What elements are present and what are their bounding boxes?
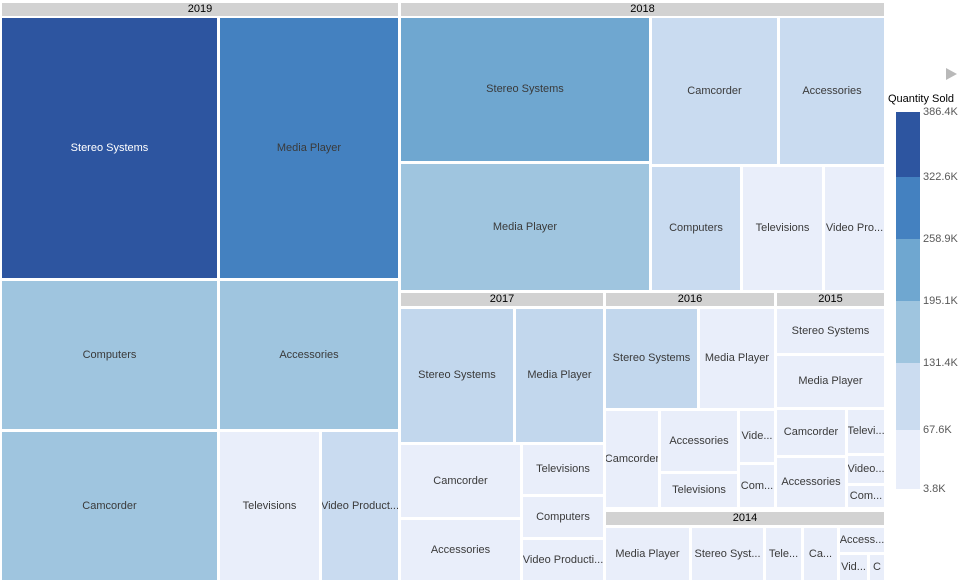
legend-title: Quantity Sold: [888, 93, 955, 105]
legend-band: [896, 112, 920, 177]
legend-tick-label: 131.4K: [923, 357, 958, 369]
treemap-tile-accessories[interactable]: Accessories: [661, 411, 737, 471]
treemap-tile-video[interactable]: Video...: [848, 456, 884, 483]
treemap-tile-computers[interactable]: Computers: [2, 281, 217, 429]
treemap-tile-televi[interactable]: Televi...: [848, 410, 884, 453]
treemap-tile-stereo-systems[interactable]: Stereo Systems: [2, 18, 217, 278]
legend-color-bar: [896, 112, 920, 489]
treemap-tile-camcorder[interactable]: Camcorder: [777, 410, 845, 455]
treemap-tile-camcorder[interactable]: Camcorder: [401, 445, 520, 517]
treemap-tile-access[interactable]: Access...: [840, 528, 884, 552]
treemap-tile-televisions[interactable]: Televisions: [523, 445, 603, 494]
legend-band: [896, 363, 920, 430]
treemap-tile-tele[interactable]: Tele...: [766, 528, 801, 580]
treemap-tile-televisions[interactable]: Televisions: [661, 474, 737, 507]
treemap-tile-vid[interactable]: Vid...: [840, 555, 867, 580]
treemap-tile-video-product[interactable]: Video Product...: [322, 432, 398, 580]
treemap-tile-media-player[interactable]: Media Player: [777, 356, 884, 407]
treemap-tile-c[interactable]: C: [870, 555, 884, 580]
treemap-tile-computers[interactable]: Computers: [652, 167, 740, 290]
treemap-tile-accessories[interactable]: Accessories: [220, 281, 398, 429]
treemap-tile-media-player[interactable]: Media Player: [401, 164, 649, 290]
treemap-tile-video-producti[interactable]: Video Producti...: [523, 540, 603, 580]
treemap-tile-stereo-systems[interactable]: Stereo Systems: [401, 309, 513, 442]
legend-tick-label: 67.6K: [923, 424, 952, 436]
legend-band: [896, 239, 920, 301]
year-header-2014[interactable]: 2014: [606, 512, 884, 525]
treemap-tile-com[interactable]: Com...: [848, 486, 884, 507]
legend-band: [896, 301, 920, 363]
treemap-tile-video-pro[interactable]: Video Pro...: [825, 167, 884, 290]
legend-tick-label: 322.6K: [923, 171, 958, 183]
legend-tick-label: 195.1K: [923, 295, 958, 307]
legend-tick-label: 258.9K: [923, 233, 958, 245]
year-header-2016[interactable]: 2016: [606, 293, 774, 306]
treemap-tile-camcorder[interactable]: Camcorder: [2, 432, 217, 580]
treemap-tile-computers[interactable]: Computers: [523, 497, 603, 537]
treemap-tile-ca[interactable]: Ca...: [804, 528, 837, 580]
year-header-2015[interactable]: 2015: [777, 293, 884, 306]
treemap-tile-stereo-systems[interactable]: Stereo Systems: [401, 18, 649, 161]
legend-band: [896, 177, 920, 239]
year-header-2018[interactable]: 2018: [401, 3, 884, 16]
year-header-2019[interactable]: 2019: [2, 3, 398, 16]
treemap-tile-stereo-systems[interactable]: Stereo Systems: [606, 309, 697, 408]
right-arrow-icon[interactable]: [946, 68, 957, 80]
treemap-tile-vide[interactable]: Vide...: [740, 411, 774, 462]
legend-tick-label: 386.4K: [923, 106, 958, 118]
treemap-tile-accessories[interactable]: Accessories: [780, 18, 884, 164]
treemap-tile-media-player[interactable]: Media Player: [700, 309, 774, 408]
treemap-tile-camcorder[interactable]: Camcorder: [652, 18, 777, 164]
treemap-tile-com[interactable]: Com...: [740, 465, 774, 507]
treemap-tile-televisions[interactable]: Televisions: [743, 167, 822, 290]
treemap-tile-media-player[interactable]: Media Player: [516, 309, 603, 442]
legend-band: [896, 430, 920, 489]
year-header-2017[interactable]: 2017: [401, 293, 603, 306]
treemap-tile-media-player[interactable]: Media Player: [606, 528, 689, 580]
treemap-tile-televisions[interactable]: Televisions: [220, 432, 319, 580]
treemap-tile-camcorder[interactable]: Camcorder: [606, 411, 658, 507]
treemap-tile-stereo-syst[interactable]: Stereo Syst...: [692, 528, 763, 580]
treemap-tile-accessories[interactable]: Accessories: [401, 520, 520, 580]
treemap-tile-stereo-systems[interactable]: Stereo Systems: [777, 309, 884, 353]
treemap-tile-accessories[interactable]: Accessories: [777, 458, 845, 507]
legend-tick-label: 3.8K: [923, 483, 946, 495]
treemap-tile-media-player[interactable]: Media Player: [220, 18, 398, 278]
